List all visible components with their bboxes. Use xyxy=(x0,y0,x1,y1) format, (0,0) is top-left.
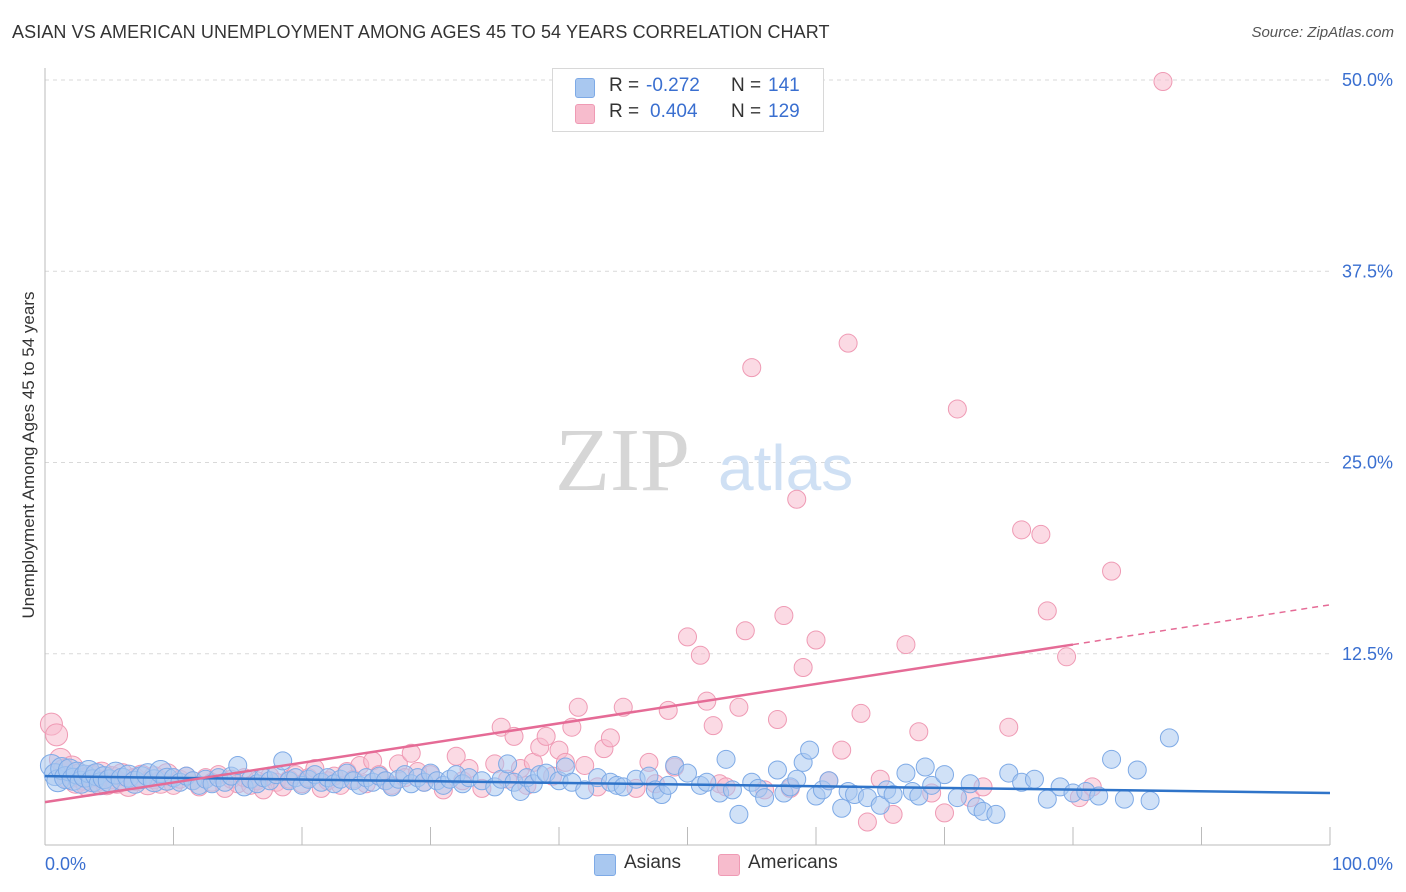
stats-box: R = -0.272 N = 141 R = 0.404 N = 129 xyxy=(552,68,824,132)
americans-trend-projection xyxy=(1072,604,1331,646)
asians-point xyxy=(832,798,852,818)
americans-point xyxy=(832,740,852,760)
americans-swatch xyxy=(575,104,595,124)
americans-point xyxy=(568,697,588,717)
asians-point xyxy=(1114,789,1134,809)
americans-point xyxy=(575,755,595,775)
asians-point xyxy=(716,749,736,769)
americans-point xyxy=(729,697,749,717)
n-value: 141 xyxy=(768,75,800,96)
asians-swatch xyxy=(575,78,595,98)
americans-point xyxy=(600,728,620,748)
x-tick-label: 100.0% xyxy=(1332,854,1393,874)
americans-point xyxy=(883,804,903,824)
americans-point xyxy=(838,333,858,353)
chart-title: ASIAN VS AMERICAN UNEMPLOYMENT AMONG AGE… xyxy=(12,22,830,42)
watermark-atlas: atlas xyxy=(718,432,853,504)
asians-point xyxy=(999,763,1019,783)
watermark-zip: ZIP xyxy=(555,411,690,510)
asians-point xyxy=(1127,760,1147,780)
asians-point xyxy=(1102,749,1122,769)
americans-point xyxy=(401,743,421,763)
n-value: 129 xyxy=(768,101,800,122)
asians-point xyxy=(1159,728,1179,748)
legend: Asians Americans xyxy=(0,852,1406,878)
trend-lines xyxy=(44,604,1331,804)
legend-label: Asians xyxy=(624,852,682,873)
n-label: N = xyxy=(731,75,762,96)
americans-point xyxy=(1153,72,1173,92)
americans-point xyxy=(806,630,826,650)
asians-points xyxy=(39,728,1179,824)
asians-point xyxy=(722,780,742,800)
americans-point xyxy=(742,358,762,378)
asians-point xyxy=(986,804,1006,824)
asians-point xyxy=(915,757,935,777)
r-label: R = xyxy=(609,101,640,122)
asians-point xyxy=(729,804,749,824)
asians-point xyxy=(678,763,697,783)
americans-point xyxy=(658,700,678,720)
y-tick-label: 25.0% xyxy=(1342,453,1393,473)
watermark: ZIP atlas xyxy=(555,411,853,510)
americans-point xyxy=(1102,561,1122,581)
americans-point xyxy=(999,717,1019,737)
asians-point xyxy=(755,788,775,808)
asians-point xyxy=(800,740,820,760)
asians-point xyxy=(767,760,787,780)
asians-point xyxy=(960,774,980,794)
americans-point xyxy=(45,723,69,747)
americans-point xyxy=(787,489,807,509)
asians-point xyxy=(575,780,595,800)
americans-point xyxy=(851,703,871,723)
americans-point xyxy=(735,621,755,641)
americans-point xyxy=(896,635,916,655)
americans-point xyxy=(947,399,967,419)
tick-labels: 12.5% 25.0% 37.5% 50.0% 0.0% 100.0% xyxy=(45,70,1393,874)
americans-point xyxy=(536,726,556,746)
asians-point xyxy=(228,755,248,775)
x-tick-label: 0.0% xyxy=(45,854,86,874)
americans-point xyxy=(1037,601,1057,621)
asians-point xyxy=(947,788,967,808)
americans-point xyxy=(935,803,954,823)
asians-point xyxy=(498,754,518,774)
r-label: R = xyxy=(609,75,640,96)
asians-point xyxy=(1024,769,1044,789)
legend-label: Americans xyxy=(748,852,838,873)
source-label: Source: ZipAtlas.com xyxy=(1251,24,1394,41)
americans-point xyxy=(857,812,877,832)
r-value: 0.404 xyxy=(650,101,698,122)
y-tick-label: 12.5% xyxy=(1342,644,1393,664)
americans-point xyxy=(690,645,710,665)
asians-point xyxy=(697,772,717,792)
asians-point xyxy=(1089,786,1109,806)
americans-legend-swatch xyxy=(718,854,740,876)
americans-point xyxy=(1012,520,1032,540)
americans-point xyxy=(703,716,723,736)
y-tick-label: 37.5% xyxy=(1342,261,1393,281)
y-tick-label: 50.0% xyxy=(1342,70,1393,90)
americans-point xyxy=(909,722,929,742)
r-value: -0.272 xyxy=(646,75,700,96)
grid-lines xyxy=(45,79,1330,655)
americans-point xyxy=(793,658,813,678)
americans-point xyxy=(1057,647,1077,667)
asians-point xyxy=(922,775,942,795)
asians-point xyxy=(896,763,916,783)
americans-trend-line xyxy=(44,643,1074,804)
americans-point xyxy=(774,606,794,625)
americans-point xyxy=(1031,524,1051,544)
asians-trend-line xyxy=(44,774,1331,795)
americans-point xyxy=(678,627,697,647)
asians-point xyxy=(1140,791,1160,811)
asians-point xyxy=(883,785,903,805)
asians-point xyxy=(787,769,807,789)
n-label: N = xyxy=(731,101,762,122)
americans-point xyxy=(767,710,787,730)
asians-point xyxy=(935,765,954,785)
asians-legend-swatch xyxy=(594,854,616,876)
